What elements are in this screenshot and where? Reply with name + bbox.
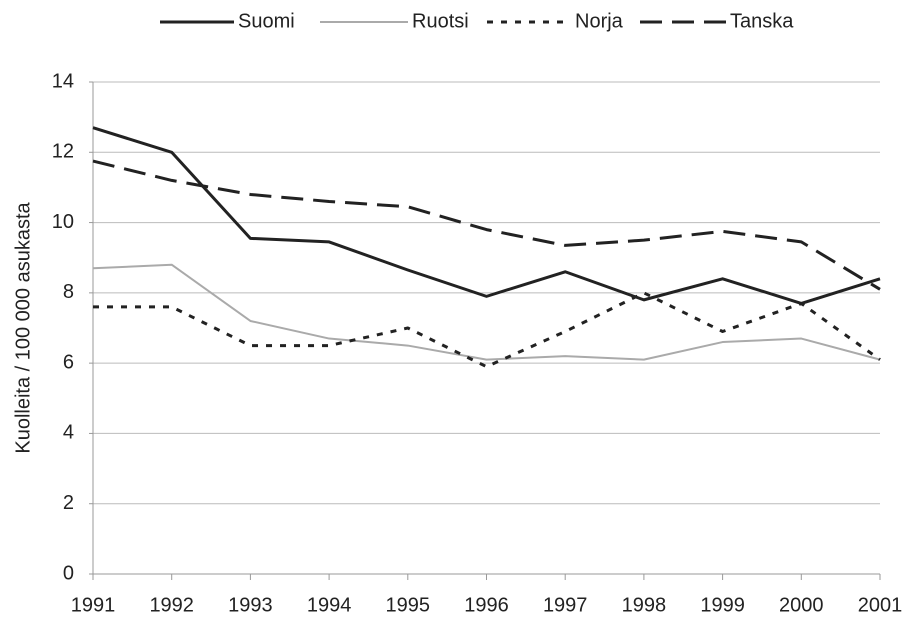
legend-label: Ruotsi [412, 10, 469, 32]
series-line [92, 126, 881, 305]
x-tick-label: 1993 [228, 594, 273, 616]
x-tick-label: 2000 [779, 594, 824, 616]
legend-label: Norja [575, 10, 624, 32]
y-tick-label: 14 [52, 70, 74, 92]
y-tick-label: 12 [52, 141, 74, 163]
x-tick-label: 1991 [71, 594, 116, 616]
x-tick-label: 1999 [700, 594, 745, 616]
x-tick-label: 1994 [307, 594, 352, 616]
y-tick-label: 2 [63, 492, 74, 514]
legend-label: Tanska [730, 10, 794, 32]
series-line [92, 159, 881, 291]
y-tick-label: 0 [63, 562, 74, 584]
x-tick-label: 1997 [543, 594, 588, 616]
series-line [93, 291, 881, 369]
x-tick-label: 1995 [386, 594, 431, 616]
y-axis-title: Kuolleita / 100 000 asukasta [12, 201, 34, 453]
x-tick-label: 2001 [858, 594, 903, 616]
x-tick-label: 1992 [149, 594, 194, 616]
y-tick-label: 10 [52, 211, 74, 233]
series-line [92, 263, 881, 361]
y-tick-label: 6 [63, 351, 74, 373]
y-tick-label: 4 [63, 422, 74, 444]
legend-label: Suomi [238, 10, 295, 32]
x-tick-label: 1998 [622, 594, 667, 616]
x-tick-label: 1996 [464, 594, 509, 616]
y-tick-label: 8 [63, 281, 74, 303]
